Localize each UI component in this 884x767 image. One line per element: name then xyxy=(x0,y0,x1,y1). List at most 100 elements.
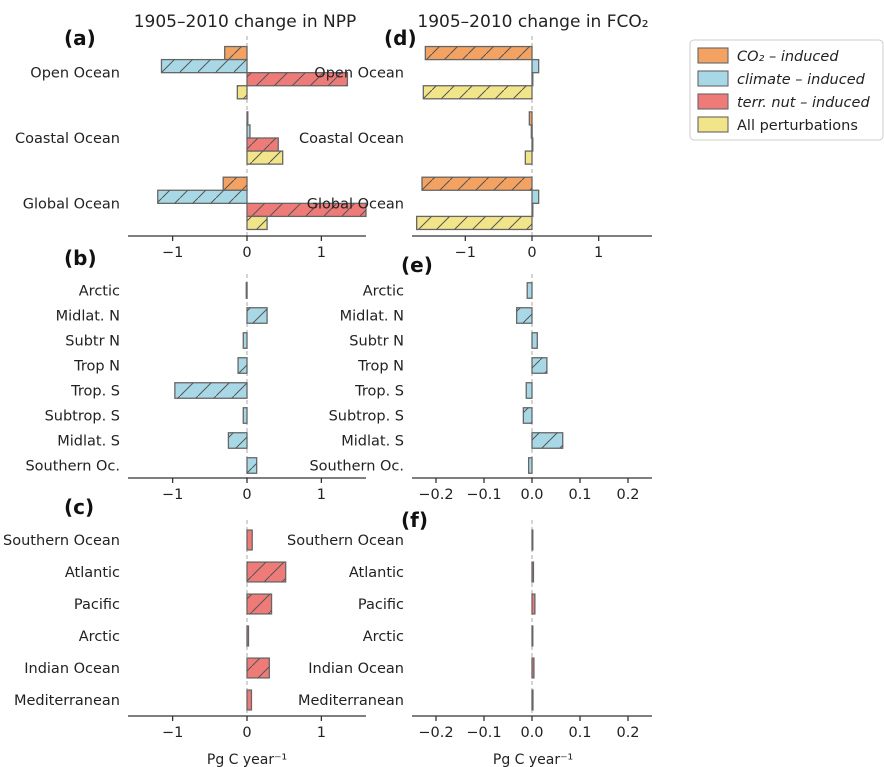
legend: CO₂ – induced climate – induced terr. nut … xyxy=(689,39,884,141)
category-label: Midlat. N xyxy=(340,309,404,325)
category-label: Pacific xyxy=(358,597,404,613)
bar-climate xyxy=(246,124,251,139)
bar-climate xyxy=(242,407,248,424)
bar-climate xyxy=(526,282,533,299)
x-tick-label: 1 xyxy=(317,725,326,741)
category-label: Subtrop. S xyxy=(329,409,404,425)
bar-hatch xyxy=(247,203,366,217)
x-tick-label: 0.0 xyxy=(520,725,543,741)
x-tick-label: 1 xyxy=(594,245,603,261)
x-axis-label-right: Pg C year⁻¹ xyxy=(493,752,573,767)
bar-all xyxy=(524,150,533,165)
category-label: Indian Ocean xyxy=(308,661,404,677)
bar-climate xyxy=(242,332,248,349)
legend-label-climate: climate – induced xyxy=(737,72,866,88)
x-axis-label-left: Pg C year⁻¹ xyxy=(207,752,287,767)
category-label: Southern Oc. xyxy=(309,459,404,475)
bar-hatch xyxy=(247,72,348,86)
panel-b: Arctic Midlat. N Subtr N Trop N Trop. S Subtr… xyxy=(25,246,366,503)
bar-nut xyxy=(531,72,534,87)
bar-nut xyxy=(531,529,534,551)
panel-label-d: (d) xyxy=(384,26,417,50)
category-label: Arctic xyxy=(79,629,120,645)
bar-hatch xyxy=(224,46,247,60)
bar-hatch xyxy=(532,432,563,449)
x-tick-label: −0.1 xyxy=(466,487,501,503)
category-label: Open Ocean xyxy=(30,66,120,82)
category-label: Open Ocean xyxy=(314,66,404,82)
bar-climate xyxy=(531,332,538,349)
category-label: Atlantic xyxy=(349,565,404,581)
category-label: Southern Oc. xyxy=(25,459,120,475)
bar-nut xyxy=(531,561,535,583)
bar-nut xyxy=(531,202,534,218)
panel-label-a: (a) xyxy=(64,26,96,50)
bar-nut xyxy=(531,625,534,647)
category-label: Arctic xyxy=(363,629,404,645)
panel-a: Open Ocean Coastal Ocean Global Ocean −1 0 1 (… xyxy=(15,26,367,261)
legend-swatch-climate xyxy=(697,70,729,87)
x-tick-label: 0 xyxy=(527,245,536,261)
panel-d: Open Ocean Coastal Ocean Global Ocean −1 0 1 (… xyxy=(299,26,652,261)
bar-hatch xyxy=(247,658,270,678)
legend-label-all: All perturbations xyxy=(737,118,858,134)
x-tick-label: −0.2 xyxy=(418,487,453,503)
bar-co2 xyxy=(246,111,249,126)
category-label: Trop N xyxy=(73,359,120,375)
bar-hatch xyxy=(238,357,247,374)
bar-hatch xyxy=(416,216,532,230)
category-label: Subtrop. S xyxy=(45,409,120,425)
bar-hatch xyxy=(247,138,279,152)
category-label: Indian Ocean xyxy=(24,661,120,677)
panel-e: Arctic Midlat. N Subtr N Trop N Trop. S Subtr… xyxy=(309,253,652,503)
bar-hatch xyxy=(247,594,272,614)
x-tick-label: −1 xyxy=(162,487,183,503)
bar-hatch xyxy=(425,46,532,60)
bar-nut xyxy=(246,625,250,647)
legend-swatch-all xyxy=(697,116,729,133)
bar-hatch xyxy=(237,85,247,99)
bar-climate xyxy=(527,457,533,474)
x-tick-label: 0.0 xyxy=(520,487,543,503)
bar-hatch xyxy=(247,307,268,324)
bar-nut xyxy=(246,529,253,551)
panel-label-f: (f) xyxy=(401,508,428,532)
legend-swatch-nut xyxy=(697,93,729,110)
legend-label-nut: terr. nut – induced xyxy=(737,95,870,111)
category-label: Midlat. S xyxy=(57,434,120,450)
category-label: Global Ocean xyxy=(23,196,120,212)
bar-hatch xyxy=(247,216,268,230)
x-tick-label: 0.1 xyxy=(568,725,591,741)
bar-nut xyxy=(531,137,534,152)
bar-hatch xyxy=(247,562,286,582)
x-tick-label: −0.2 xyxy=(418,725,453,741)
bar-nut xyxy=(531,657,535,679)
category-label: Southern Ocean xyxy=(3,533,120,549)
category-label: Trop. S xyxy=(354,384,404,400)
category-label: Coastal Ocean xyxy=(299,131,404,147)
bar-hatch xyxy=(423,85,532,99)
bar-hatch xyxy=(516,307,532,324)
category-label: Arctic xyxy=(363,284,404,300)
legend-frame xyxy=(689,39,884,141)
panel-label-b: (b) xyxy=(64,246,97,270)
header-left: 1905–2010 change in NPP xyxy=(134,12,357,32)
bar-hatch xyxy=(523,407,532,424)
bar-climate xyxy=(530,124,533,139)
bar-nut xyxy=(531,593,536,615)
category-label: Midlat. N xyxy=(56,309,120,325)
x-tick-label: 0 xyxy=(242,487,251,503)
category-label: Global Ocean xyxy=(307,196,404,212)
category-label: Subtr N xyxy=(349,334,404,350)
legend-swatch-co2 xyxy=(697,47,729,64)
x-tick-label: −1 xyxy=(162,245,183,261)
x-tick-label: 1 xyxy=(317,487,326,503)
x-tick-label: −1 xyxy=(162,725,183,741)
category-label: Coastal Ocean xyxy=(15,131,120,147)
bar-co2 xyxy=(528,111,533,126)
x-tick-label: −1 xyxy=(455,245,476,261)
category-label: Mediterranean xyxy=(14,693,120,709)
bar-hatch xyxy=(228,432,247,449)
bar-hatch xyxy=(161,59,247,73)
